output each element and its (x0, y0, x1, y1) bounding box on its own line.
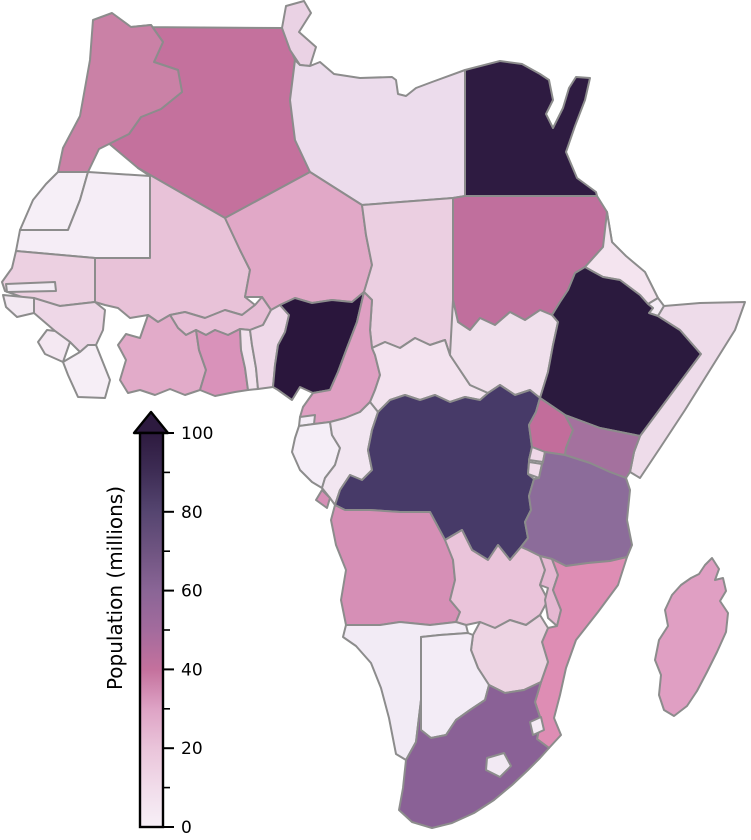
country-cote-divoire (117, 314, 207, 396)
colorbar-tick-label: 100 (181, 424, 213, 444)
country-lesotho (485, 752, 512, 778)
country-zambia (444, 529, 549, 629)
country-egypt (464, 60, 598, 197)
colorbar-ticks (163, 432, 174, 828)
country-liberia (62, 344, 111, 399)
country-guinea-bissau (2, 294, 35, 318)
colorbar-gradient (140, 433, 163, 827)
colorbar-over-arrow (132, 410, 170, 435)
country-gambia (5, 281, 57, 293)
country-tunisia (281, 0, 317, 67)
country-shapes (1, 0, 746, 829)
country-somalia (629, 301, 746, 479)
country-south-africa (398, 681, 550, 829)
colorbar-tick-label: 40 (181, 660, 203, 680)
colorbar-tick-label: 60 (181, 582, 203, 602)
colorbar-tick-labels: 0 20 40 60 80 100 (181, 424, 213, 838)
colorbar: 0 20 40 60 80 100 Population (millions) (103, 410, 213, 838)
country-eswatini (529, 716, 545, 736)
country-chad (361, 197, 459, 356)
colorbar-title: Population (millions) (103, 486, 127, 690)
country-cabinda (315, 489, 331, 509)
country-morocco (57, 12, 183, 173)
colorbar-tick-label: 20 (181, 739, 203, 759)
country-libya (289, 59, 466, 206)
country-madagascar (654, 557, 729, 717)
colorbar-tick-label: 0 (181, 818, 192, 838)
colorbar-tick-label: 80 (181, 503, 203, 523)
